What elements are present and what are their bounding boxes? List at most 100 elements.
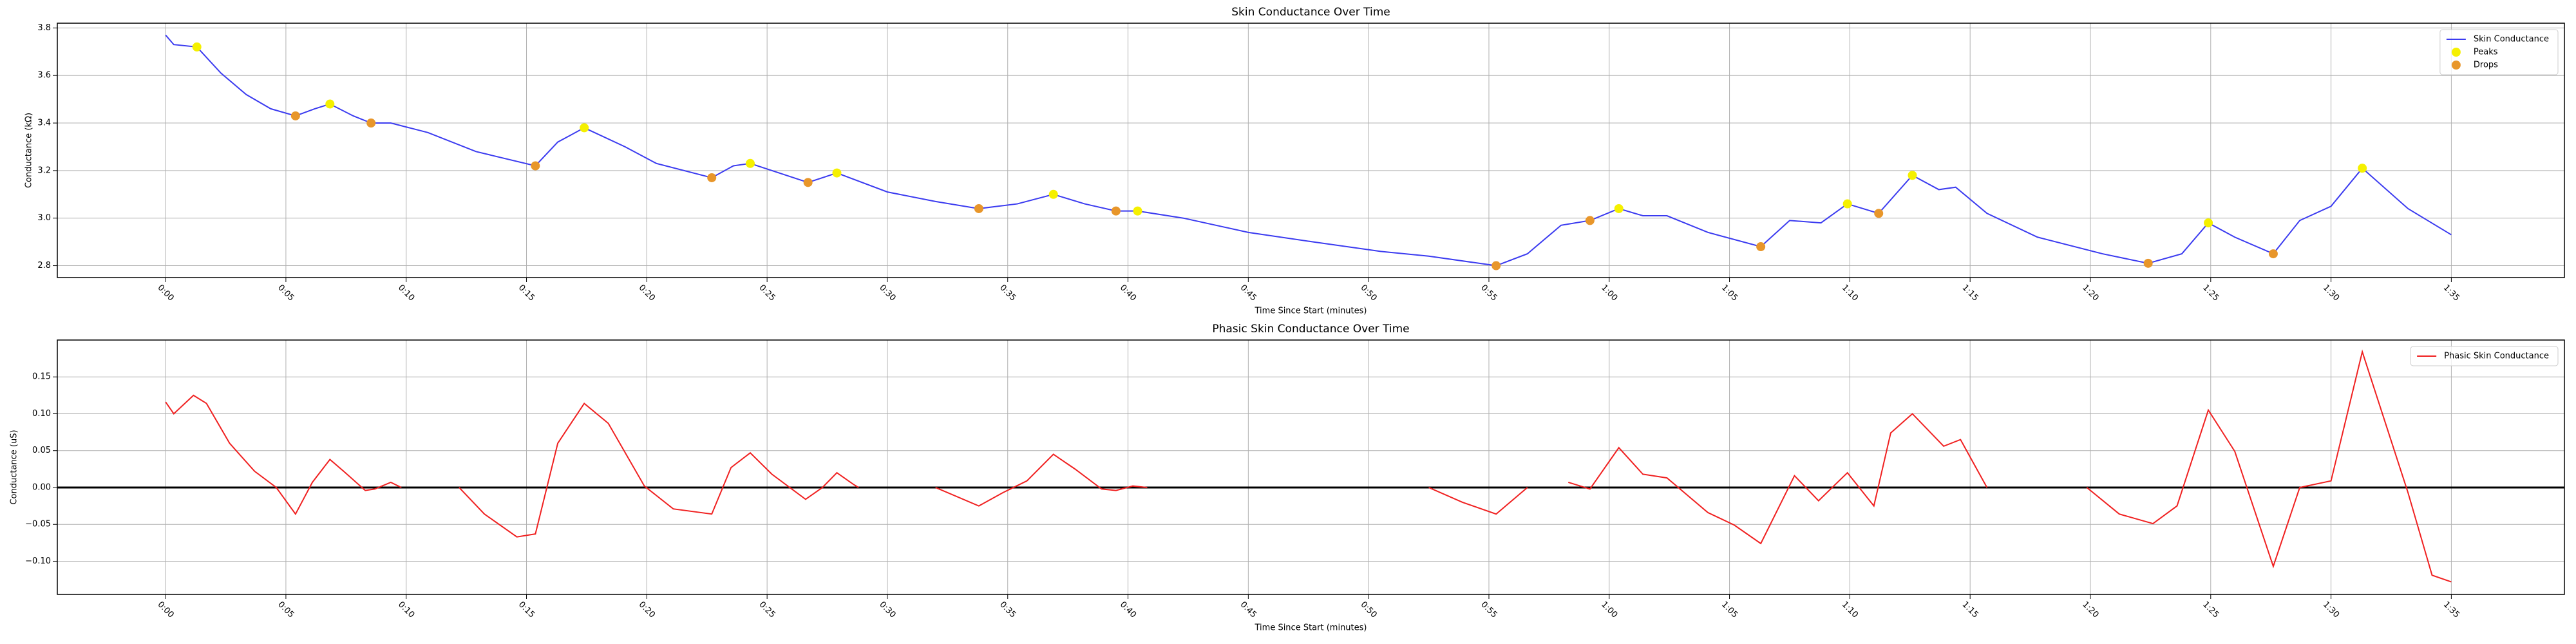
- data-point: [2268, 249, 2278, 259]
- data-line: [459, 402, 859, 538]
- data-line: [165, 34, 2452, 267]
- plot-frame: [57, 339, 2565, 595]
- data-point: [707, 173, 717, 182]
- x-tick-label: 0:30: [877, 283, 897, 303]
- x-tick-label: 0:15: [516, 283, 536, 303]
- x-tick-label: 1:10: [1840, 283, 1860, 303]
- legend-marker: [2451, 61, 2461, 70]
- x-tick-label: 0:10: [396, 600, 416, 620]
- legend: Skin Conductance Peaks Drops: [2439, 29, 2559, 75]
- x-tick-label: 0:00: [155, 600, 175, 620]
- x-tick-label: 1:25: [2201, 283, 2221, 303]
- data-point: [1133, 206, 1142, 216]
- data-point: [1048, 189, 1058, 199]
- data-point: [290, 111, 300, 120]
- data-point: [366, 118, 376, 128]
- x-tick-label: 0:45: [1238, 600, 1258, 620]
- y-tick-label: 3.0: [37, 213, 51, 223]
- x-tick-label: 1:15: [1960, 600, 1980, 620]
- y-tick-label: −0.10: [25, 556, 51, 566]
- y-tick-label: 0.15: [32, 372, 51, 382]
- x-tick-label: 1:05: [1719, 283, 1739, 303]
- legend-box: [2439, 29, 2559, 75]
- legend: Phasic Skin Conductance: [2410, 346, 2559, 366]
- x-tick-label: 1:30: [2321, 600, 2341, 620]
- legend-box: [2410, 346, 2559, 366]
- y-tick-label: 0.05: [32, 446, 51, 455]
- x-tick-label: 0:05: [276, 283, 296, 303]
- data-point: [974, 204, 983, 213]
- x-axis-label: Time Since Start (minutes): [1255, 307, 1367, 316]
- x-axis-label: Time Since Start (minutes): [1255, 623, 1367, 633]
- data-line: [2086, 349, 2452, 583]
- x-tick-label: 0:40: [1118, 283, 1138, 303]
- data-point: [580, 123, 589, 133]
- data-point: [1492, 261, 1501, 270]
- x-tick-label: 0:50: [1359, 600, 1379, 620]
- data-point: [1874, 209, 1884, 218]
- x-tick-label: 0:20: [637, 283, 657, 303]
- data-point: [1756, 242, 1766, 252]
- x-tick-label: 0:25: [757, 283, 777, 303]
- x-tick-label: 1:20: [2080, 600, 2100, 620]
- data-point: [325, 99, 335, 109]
- y-tick-label: 2.8: [37, 261, 51, 270]
- y-tick-label: 3.6: [37, 71, 51, 80]
- x-tick-label: 1:25: [2201, 600, 2221, 620]
- data-point: [531, 161, 540, 171]
- x-tick-label: 0:45: [1238, 283, 1258, 303]
- x-tick-label: 0:10: [396, 283, 416, 303]
- plot-frame: [57, 23, 2565, 278]
- x-tick-label: 0:35: [998, 600, 1018, 620]
- data-point: [1614, 204, 1624, 213]
- x-tick-label: 0:00: [155, 283, 175, 303]
- y-tick-label: 3.2: [37, 166, 51, 175]
- data-point: [192, 42, 202, 52]
- legend-label: Drops: [2474, 61, 2498, 70]
- x-tick-label: 0:50: [1359, 283, 1379, 303]
- legend-label: Peaks: [2474, 48, 2498, 57]
- x-tick-label: 1:00: [1599, 600, 1619, 620]
- data-point: [1585, 216, 1595, 225]
- y-tick-label: 0.10: [32, 409, 51, 419]
- data-line: [165, 394, 402, 516]
- legend-label: Phasic Skin Conductance: [2444, 352, 2549, 361]
- y-tick-label: −0.05: [25, 520, 51, 529]
- data-point: [1111, 206, 1121, 216]
- legend-marker: [2451, 48, 2461, 57]
- data-line: [935, 453, 1148, 507]
- data-point: [832, 168, 842, 178]
- x-tick-label: 0:20: [637, 600, 657, 620]
- chart-title: Phasic Skin Conductance Over Time: [1212, 323, 1409, 336]
- x-tick-label: 0:25: [757, 600, 777, 620]
- x-tick-label: 1:35: [2441, 600, 2461, 620]
- data-point: [2358, 164, 2367, 173]
- data-point: [745, 158, 755, 168]
- data-point: [803, 178, 813, 187]
- legend-label: Skin Conductance: [2474, 35, 2549, 44]
- x-tick-label: 0:55: [1479, 600, 1499, 620]
- y-axis-label: Conductance (kΩ): [24, 113, 34, 188]
- y-tick-label: 3.8: [37, 23, 51, 33]
- data-point: [1908, 171, 1917, 180]
- x-tick-label: 0:35: [998, 283, 1018, 303]
- data-point: [2143, 258, 2153, 268]
- y-tick-label: 0.00: [32, 482, 51, 492]
- x-tick-label: 0:30: [877, 600, 897, 620]
- x-tick-label: 1:00: [1599, 283, 1619, 303]
- chart-title: Skin Conductance Over Time: [1231, 6, 1390, 19]
- y-tick-label: 3.4: [37, 118, 51, 128]
- x-tick-label: 0:55: [1479, 283, 1499, 303]
- data-point: [2204, 218, 2213, 228]
- y-axis-label: Conductance (uS): [10, 430, 19, 504]
- x-tick-label: 1:30: [2321, 283, 2341, 303]
- x-tick-label: 1:10: [1840, 600, 1860, 620]
- data-point: [1842, 199, 1852, 209]
- x-tick-label: 1:20: [2080, 283, 2100, 303]
- x-tick-label: 0:05: [276, 600, 296, 620]
- x-tick-label: 1:05: [1719, 600, 1739, 620]
- x-tick-label: 1:35: [2441, 283, 2461, 303]
- x-tick-label: 0:15: [516, 600, 536, 620]
- data-line: [1567, 413, 1988, 545]
